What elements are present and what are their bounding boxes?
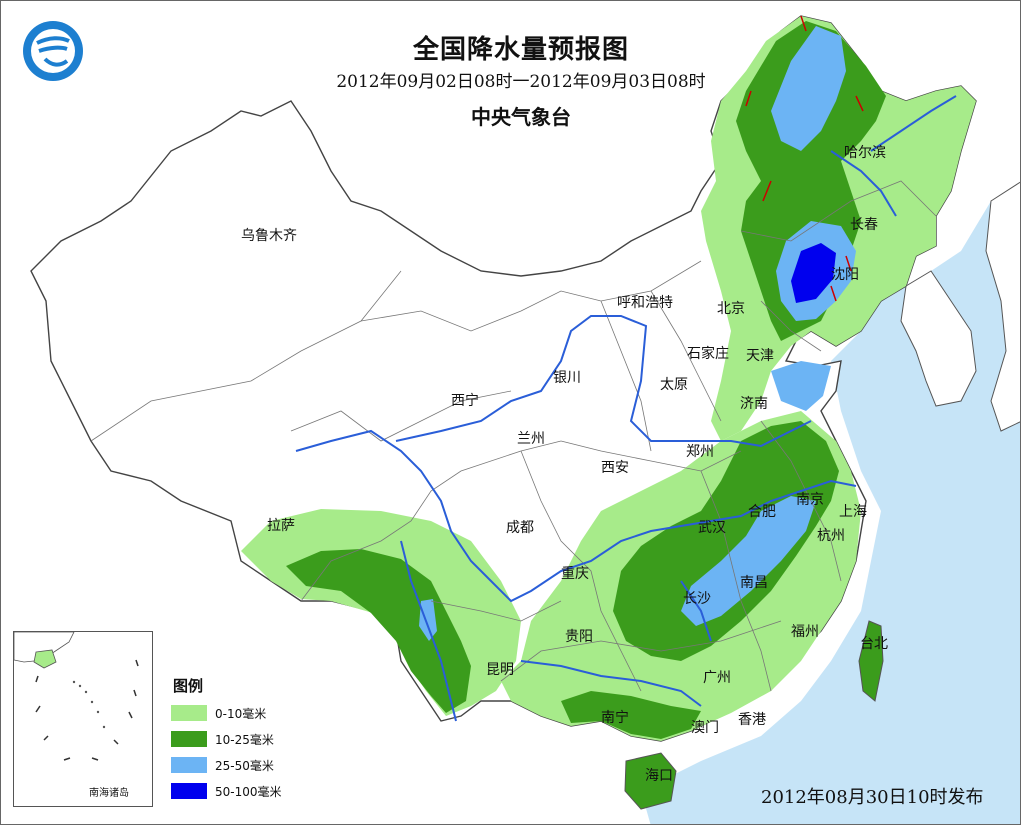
rain-zone-heavy-northeast [771, 26, 846, 151]
city-label: 武汉 [698, 520, 726, 536]
city-label: 银川 [553, 370, 581, 386]
legend-label: 10-25毫米 [215, 733, 274, 747]
city-label: 昆明 [486, 662, 514, 678]
front-markers [745, 15, 864, 302]
city-label: 天津 [746, 348, 774, 364]
forecast-period: 2012年09月02日08时一2012年09月03日08时 [336, 72, 706, 92]
legend-swatch [171, 757, 207, 773]
legend-swatch [171, 705, 207, 721]
hainan-land [624, 752, 677, 810]
legend-swatch [171, 731, 207, 747]
city-label: 兰州 [517, 431, 545, 447]
rain-zone-heavy-yunnan [419, 599, 437, 641]
legend-swatch [171, 783, 207, 799]
city-label: 香港 [738, 712, 766, 728]
rivers [295, 95, 957, 722]
legend-title: 图例 [173, 677, 204, 695]
inset-map [13, 631, 152, 782]
legend-label: 25-50毫米 [215, 759, 274, 773]
city-label: 南京 [796, 492, 824, 508]
issuing-agency: 中央气象台 [471, 105, 571, 129]
rain-zone-severe [791, 243, 836, 303]
city-label: 贵阳 [565, 629, 593, 645]
city-label: 澳门 [691, 720, 719, 736]
city-label: 长春 [850, 217, 878, 233]
city-label: 南昌 [740, 575, 768, 591]
japan-land [985, 181, 1020, 432]
city-label: 郑州 [686, 444, 714, 460]
city-label: 西安 [601, 460, 629, 476]
city-label: 合肥 [748, 504, 776, 520]
city-label: 广州 [703, 670, 731, 686]
city-label: 呼和浩特 [617, 295, 673, 311]
city-label: 南宁 [601, 710, 629, 726]
city-label: 海口 [645, 768, 673, 784]
rain-zone-heavy-shandong [771, 361, 831, 411]
city-label: 长沙 [683, 591, 711, 607]
map-title: 全国降水量预报图 [412, 35, 629, 65]
city-label: 济南 [740, 396, 768, 412]
province-borders [90, 180, 937, 692]
city-label: 成都 [506, 520, 534, 536]
taiwan-land [858, 620, 884, 702]
korea-land [900, 270, 977, 407]
inset-label: 南海诸岛 [89, 788, 129, 799]
legend: 图例 0-10毫米 10-25毫米 25-50毫米 50-100毫米 [167, 671, 307, 806]
legend-label: 50-100毫米 [215, 785, 282, 799]
city-label: 乌鲁木齐 [241, 228, 297, 244]
city-label: 北京 [717, 301, 745, 317]
city-label: 哈尔滨 [844, 145, 886, 161]
city-label: 沈阳 [831, 267, 859, 283]
city-label: 上海 [839, 504, 867, 520]
city-label: 福州 [791, 624, 819, 640]
publish-date: 2012年08月30日10时发布 [761, 787, 984, 808]
rain-zone-medium-southwest [286, 549, 471, 713]
city-label: 杭州 [817, 528, 845, 544]
city-label: 西宁 [451, 393, 479, 409]
city-label: 重庆 [561, 566, 589, 582]
cma-logo [23, 21, 83, 81]
city-label: 石家庄 [687, 346, 729, 362]
city-label: 太原 [660, 377, 688, 393]
city-label: 拉萨 [267, 518, 295, 534]
rain-zone-heavy-central [681, 496, 816, 626]
city-label: 台北 [860, 636, 888, 652]
rain-zone-medium-south [561, 691, 701, 739]
legend-label: 0-10毫米 [215, 707, 267, 721]
south-china-sea-inset: 南海诸岛 [13, 631, 153, 807]
